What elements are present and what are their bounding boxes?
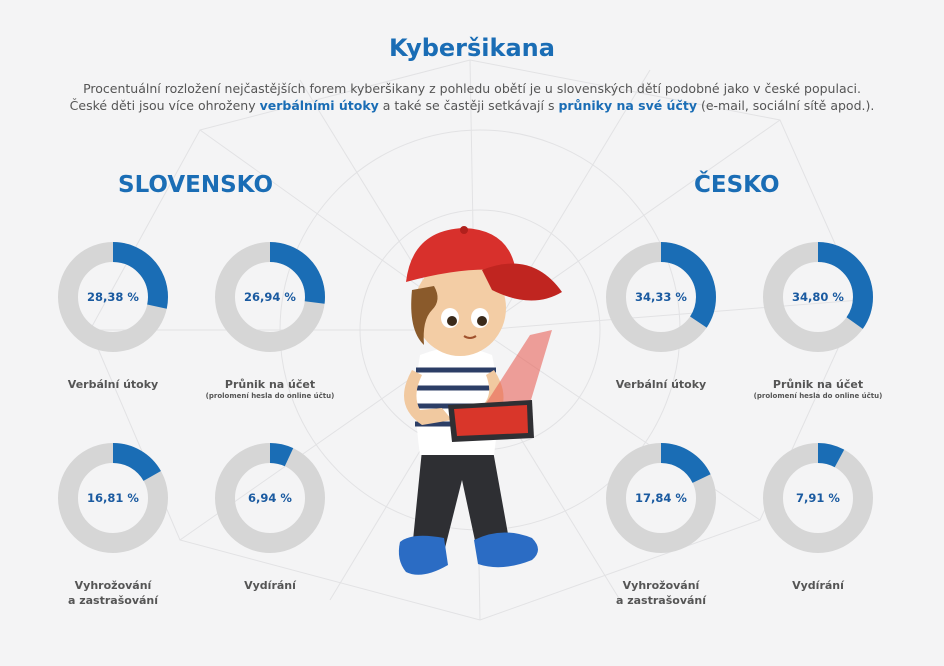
label-cz-extortion: Vydírání [792,579,844,592]
donut-cz-extortion: 7,91 % [763,443,873,553]
country-title-cesko: ČESKO [694,172,780,198]
donut-slice [606,443,716,553]
donut-sk-threat: 16,81 % [58,443,168,553]
label-cz-threat: Vyhrožování a zastrašování [615,579,707,607]
donut-value: 16,81 % [87,491,139,505]
donut-cz-verbal: 34,33 % [606,242,716,352]
donut-cz-threat: 17,84 % [606,443,716,553]
donut-value: 26,94 % [244,290,296,304]
donut-sk-extortion: 6,94 % [215,443,325,553]
donut-slice [763,443,873,553]
intro-text: Procentuální rozložení nejčastějších for… [60,80,884,114]
page-title: Kyberšikana [389,34,555,62]
donut-slice [763,242,873,352]
donut-value: 34,33 % [635,290,687,304]
intro-line-2: České děti jsou více ohroženy verbálními… [69,98,875,113]
label-sk-account: Průnik na účet (prolomení hesla do online… [185,377,355,401]
label-cz-account: Průnik na účet (prolomení hesla do online… [733,377,903,401]
donut-slice [58,443,168,553]
intro-line-1: Procentuální rozložení nejčastějších for… [83,81,861,96]
donut-slice [215,242,325,352]
label-cz-verbal: Verbální útoky [615,378,707,391]
donut-value: 28,38 % [87,290,139,304]
country-title-slovensko: SLOVENSKO [118,172,274,198]
donut-value: 17,84 % [635,491,687,505]
highlight-accounts: průniky na své účty [558,98,697,113]
donut-value: 34,80 % [792,290,844,304]
boy-with-tablet-illustration [398,226,562,575]
label-sub: (prolomení hesla do online účtu) [753,392,883,400]
donut-sk-account: 26,94 % [215,242,325,352]
highlight-verbal: verbálními útoky [259,98,379,113]
donut-slice [58,242,168,352]
donut-sk-verbal: 28,38 % [58,242,168,352]
label-sk-threat: Vyhrožování a zastrašování [67,579,159,607]
donut-slice [215,443,325,553]
donut-value: 7,91 % [796,491,840,505]
donut-cz-account: 34,80 % [763,242,873,352]
label-sk-verbal: Verbální útoky [67,378,159,391]
donut-slice [606,242,716,352]
label-sub: (prolomení hesla do online účtu) [205,392,335,400]
donut-value: 6,94 % [248,491,292,505]
label-sk-extortion: Vydírání [244,579,296,592]
